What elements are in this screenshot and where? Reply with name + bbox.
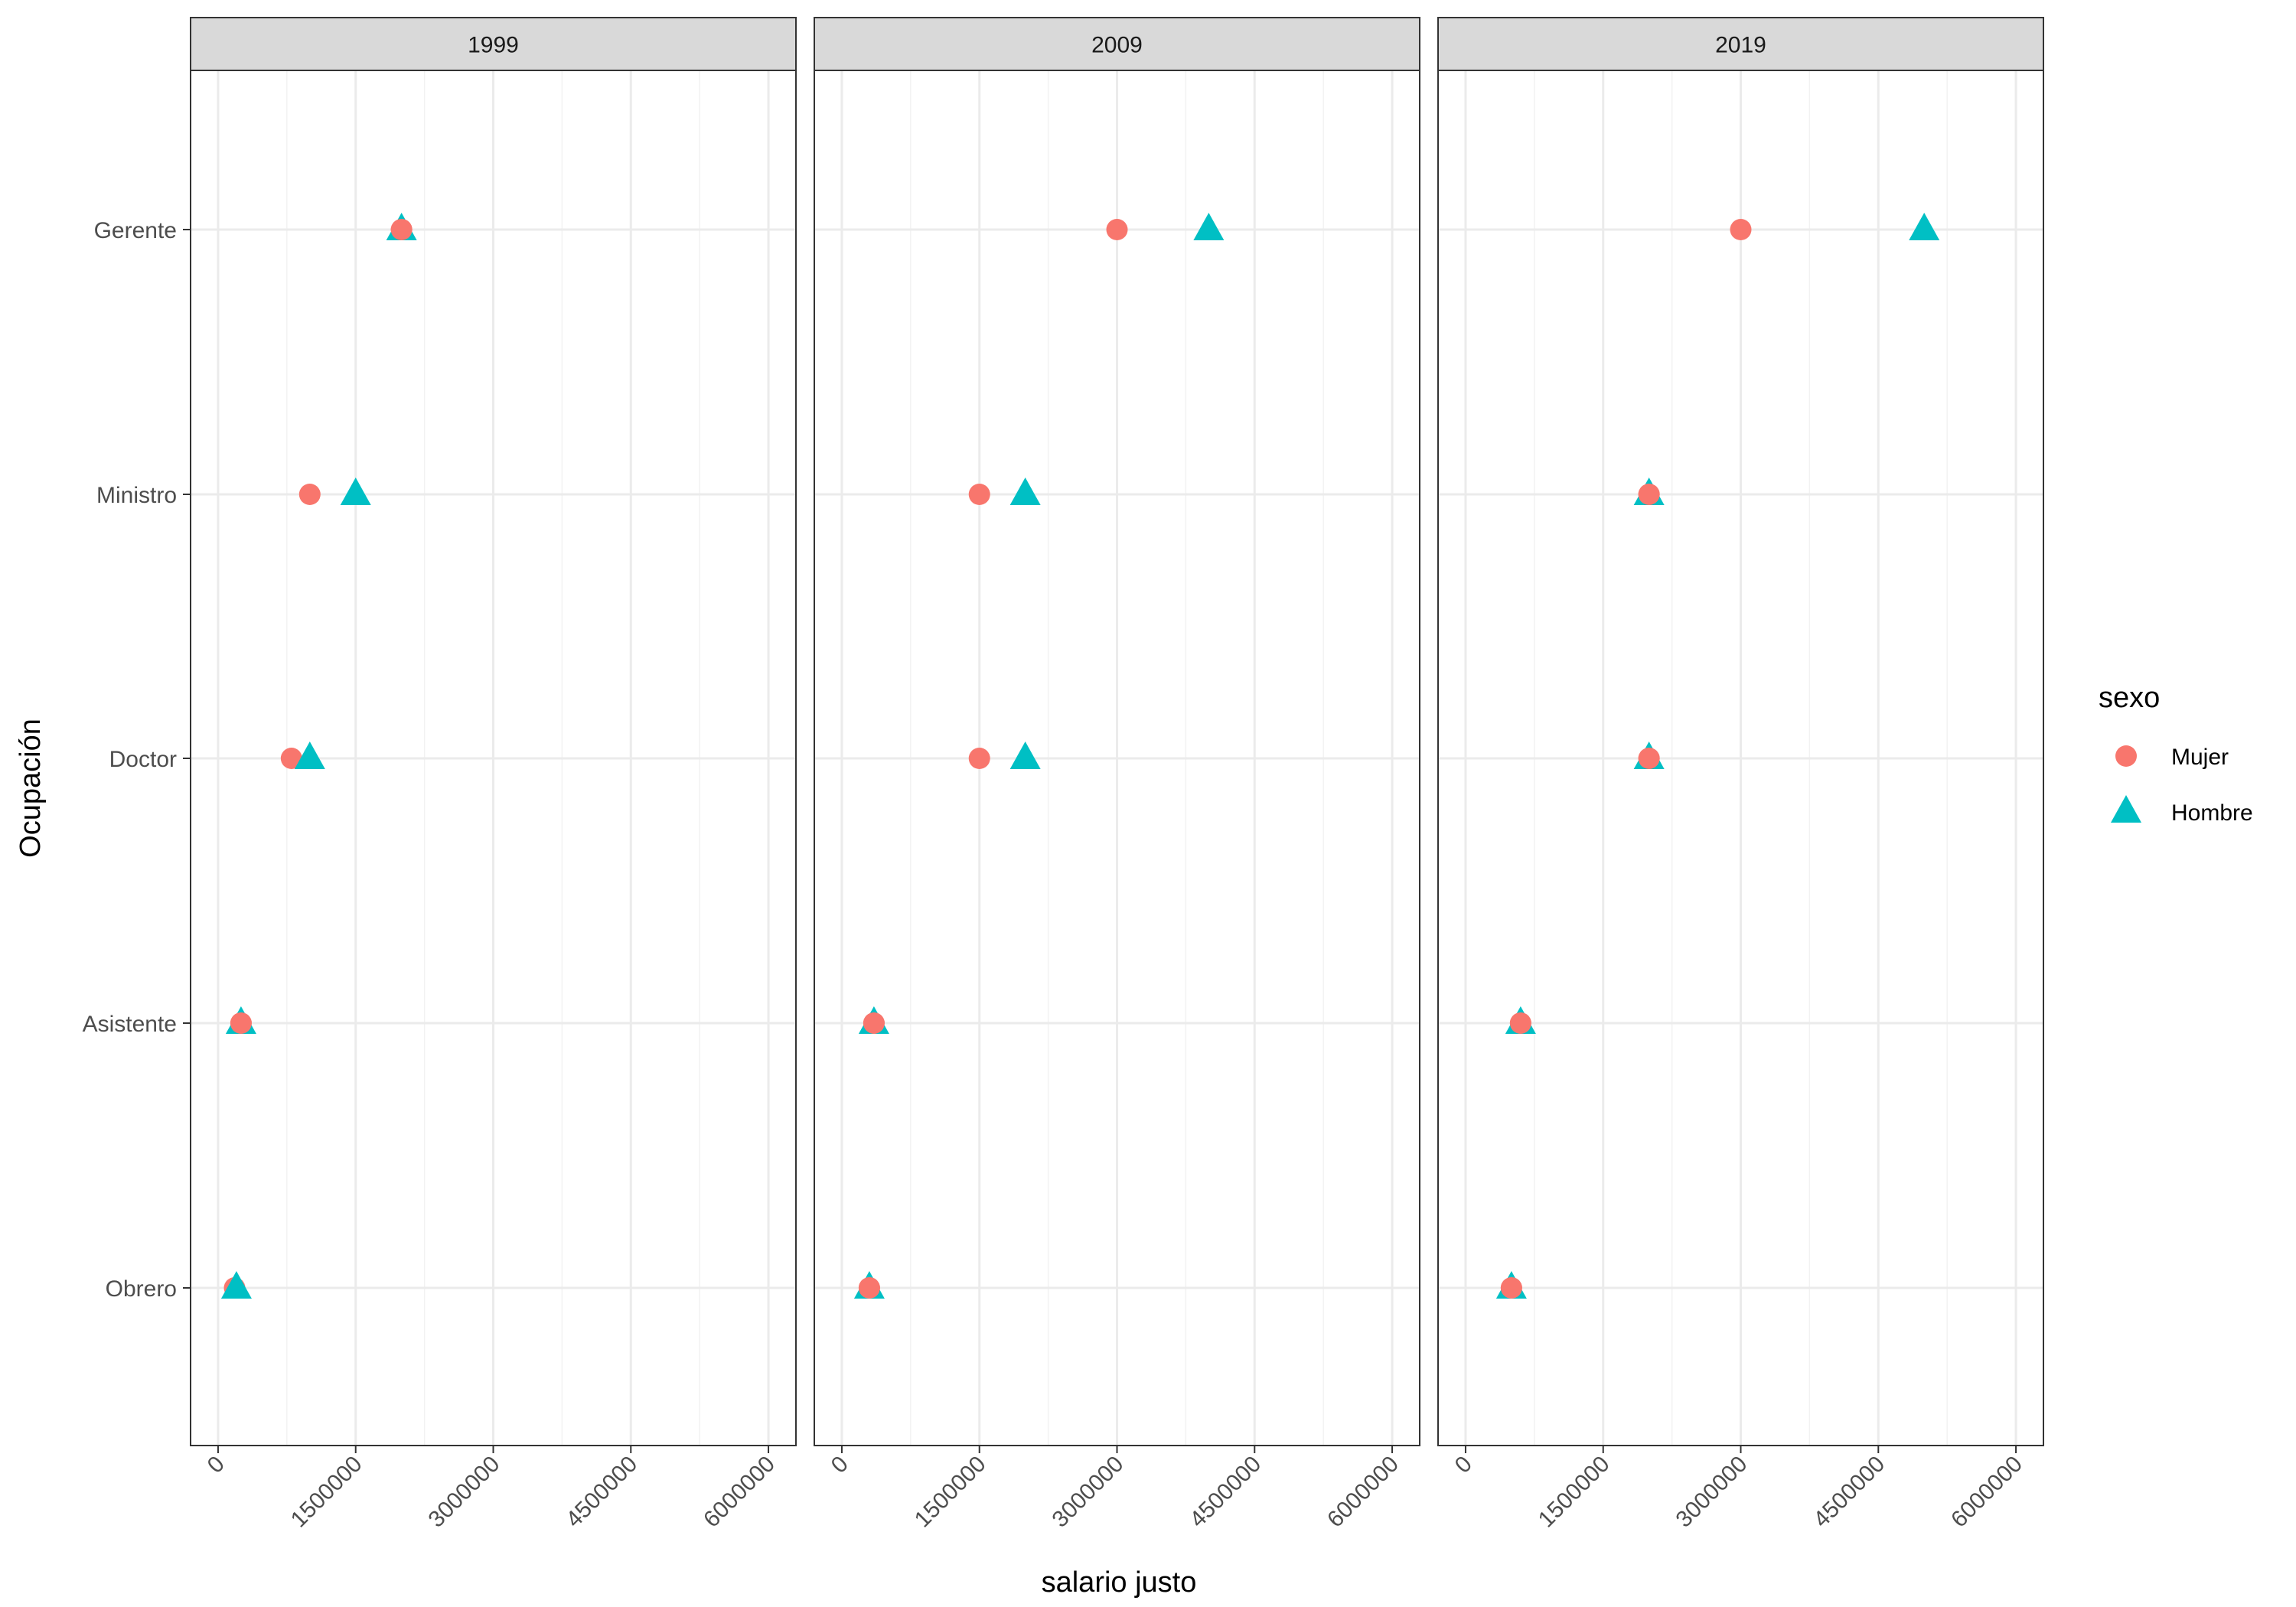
point-mujer — [390, 219, 413, 240]
point-mujer — [298, 484, 321, 505]
x-tick-label: 4500000 — [561, 1452, 642, 1533]
facet-strip-label: 2009 — [1091, 33, 1143, 58]
facet-strip-label: 2019 — [1715, 33, 1766, 58]
point-mujer — [863, 1012, 885, 1034]
x-tick-label: 0 — [203, 1452, 230, 1478]
y-tick-label: Gerente — [94, 218, 177, 243]
facet-panels: 1999 0 1500000 3000000 4500000 6000000 2009 0 15… — [190, 17, 2044, 1533]
x-tick-label: 6000000 — [699, 1452, 780, 1533]
legend-label-hombre: Hombre — [2171, 800, 2253, 826]
y-axis-title: Ocupación — [15, 719, 47, 858]
point-mujer — [968, 748, 990, 769]
facet-strip — [814, 17, 1420, 71]
point-mujer — [1106, 219, 1128, 240]
legend: sexo Mujer Hombre — [2099, 682, 2253, 826]
x-axis-title: salario justo — [1042, 1566, 1197, 1599]
x-tick-label: 3000000 — [1671, 1452, 1753, 1533]
point-mujer — [230, 1012, 252, 1034]
x-tick-label: 3000000 — [1048, 1452, 1129, 1533]
x-tick-label: 1500000 — [1534, 1452, 1615, 1533]
legend-label-mujer: Mujer — [2171, 745, 2229, 770]
facet-panel-2009: 2009 0 1500000 3000000 4500000 6000000 — [814, 17, 1420, 1533]
point-mujer — [858, 1277, 880, 1299]
facet-strip — [1437, 17, 2044, 71]
legend-title: sexo — [2099, 682, 2160, 714]
facet-panel-2019: 2019 0 1500000 3000000 4500000 6000000 — [1437, 17, 2044, 1533]
x-tick-label: 4500000 — [1185, 1452, 1266, 1533]
point-hombre — [1909, 213, 1940, 240]
point-hombre — [340, 478, 371, 505]
x-tick-label: 6000000 — [1946, 1452, 2027, 1533]
point-mujer — [1638, 748, 1660, 769]
legend-key-hombre — [2111, 795, 2141, 823]
x-tick-label: 1500000 — [910, 1452, 991, 1533]
y-tick-label: Obrero — [106, 1276, 177, 1302]
point-hombre — [1009, 742, 1041, 769]
x-tick-label: 3000000 — [424, 1452, 505, 1533]
point-mujer — [280, 748, 302, 769]
facet-strip — [190, 17, 797, 71]
point-hombre — [1009, 478, 1041, 505]
y-tick-label: Asistente — [83, 1012, 177, 1037]
point-mujer — [1730, 219, 1752, 240]
facet-panel-1999: 1999 0 1500000 3000000 4500000 6000000 — [190, 17, 797, 1533]
x-tick-label: 0 — [1450, 1452, 1477, 1478]
y-tick-label: Doctor — [109, 747, 177, 772]
legend-key-mujer — [2115, 745, 2137, 767]
x-tick-label: 6000000 — [1322, 1452, 1404, 1533]
point-hombre — [220, 1271, 252, 1299]
x-tick-label: 0 — [827, 1452, 853, 1478]
point-mujer — [1500, 1277, 1522, 1299]
y-axis: Gerente Ministro Doctor Asistente Obrero — [83, 218, 191, 1302]
x-tick-label: 1500000 — [286, 1452, 367, 1533]
point-mujer — [1638, 484, 1660, 505]
point-hombre — [294, 742, 325, 769]
x-tick-label: 4500000 — [1808, 1452, 1890, 1533]
point-hombre — [1193, 213, 1225, 240]
y-tick-label: Ministro — [96, 483, 177, 508]
point-mujer — [1509, 1012, 1531, 1034]
point-mujer — [968, 484, 990, 505]
facet-strip-label: 1999 — [468, 33, 519, 58]
